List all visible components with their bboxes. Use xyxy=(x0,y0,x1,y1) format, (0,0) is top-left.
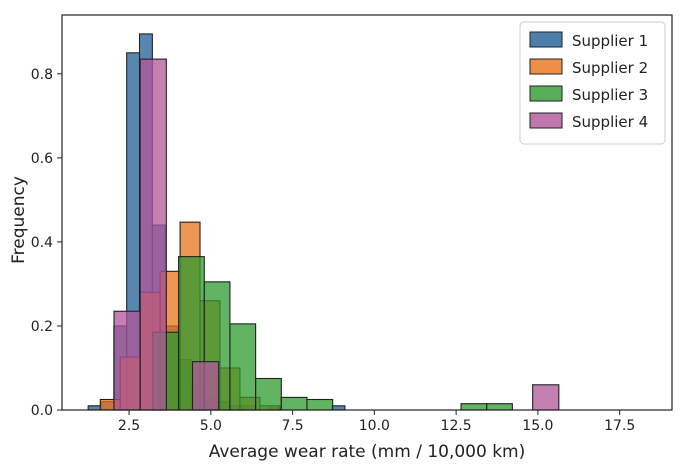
bar-supplier-3 xyxy=(255,377,282,411)
y-tick-label: 0.8 xyxy=(31,67,53,83)
bar-supplier-4 xyxy=(191,361,220,411)
bars-layer xyxy=(87,33,560,411)
x-tick-label: 17.5 xyxy=(604,418,635,434)
bar-supplier-4 xyxy=(113,310,141,411)
y-tick-label: 0.6 xyxy=(31,151,53,167)
y-tick-label: 0.0 xyxy=(31,403,53,419)
legend-label-supplier-3: Supplier 3 xyxy=(572,86,648,104)
legend-label-supplier-1: Supplier 1 xyxy=(572,32,648,50)
bar-supplier-4 xyxy=(532,384,560,411)
legend-label-supplier-2: Supplier 2 xyxy=(572,59,648,77)
bar-supplier-3 xyxy=(460,403,488,411)
legend-label-supplier-4: Supplier 4 xyxy=(572,113,648,131)
bar-supplier-3 xyxy=(486,403,513,411)
legend-swatch-supplier-4 xyxy=(529,112,563,129)
y-tick-label: 0.4 xyxy=(31,235,53,251)
bar-supplier-3 xyxy=(280,396,308,411)
bar-supplier-1 xyxy=(87,405,102,411)
x-tick-label: 7.5 xyxy=(281,418,303,434)
y-axis: 0.0 0.2 0.4 0.6 0.8 xyxy=(31,67,62,419)
bar-supplier-3 xyxy=(306,398,334,411)
plot-frame xyxy=(61,14,673,411)
x-axis-label: Average wear rate (mm / 10,000 km) xyxy=(209,442,526,462)
x-tick-label: 15.0 xyxy=(522,418,553,434)
legend-swatch-supplier-1 xyxy=(529,31,563,48)
x-tick-label: 10.0 xyxy=(359,418,390,434)
y-tick-label: 0.2 xyxy=(31,319,53,335)
legend-swatch-supplier-3 xyxy=(529,85,563,102)
bar-supplier-4 xyxy=(139,58,167,411)
x-tick-label: 5.0 xyxy=(200,418,222,434)
legend: Supplier 1 Supplier 2 Supplier 3 Supplier 4 xyxy=(519,21,666,145)
x-axis: 2.5 5.0 7.5 10.0 12.5 15.0 17.5 xyxy=(118,410,635,434)
bar-supplier-1 xyxy=(331,405,346,411)
legend-swatch-supplier-2 xyxy=(529,58,563,75)
y-axis-label: Frequency xyxy=(9,176,29,264)
bar-supplier-3 xyxy=(229,323,257,411)
x-tick-label: 12.5 xyxy=(441,418,472,434)
x-tick-label: 2.5 xyxy=(118,418,140,434)
